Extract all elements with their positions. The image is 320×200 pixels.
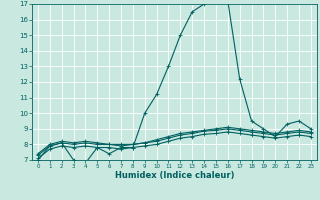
X-axis label: Humidex (Indice chaleur): Humidex (Indice chaleur)	[115, 171, 234, 180]
